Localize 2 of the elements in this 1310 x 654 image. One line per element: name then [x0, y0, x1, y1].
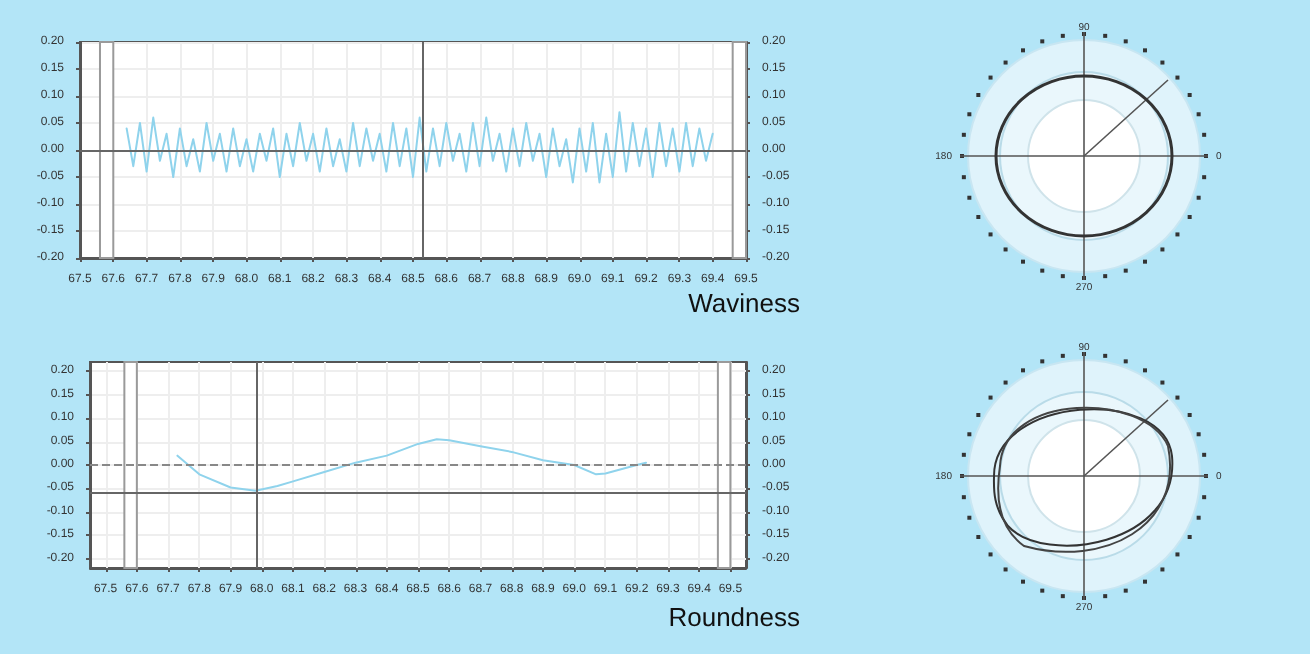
text: Waviness: [688, 288, 801, 318]
text: Roundness: [668, 602, 801, 632]
